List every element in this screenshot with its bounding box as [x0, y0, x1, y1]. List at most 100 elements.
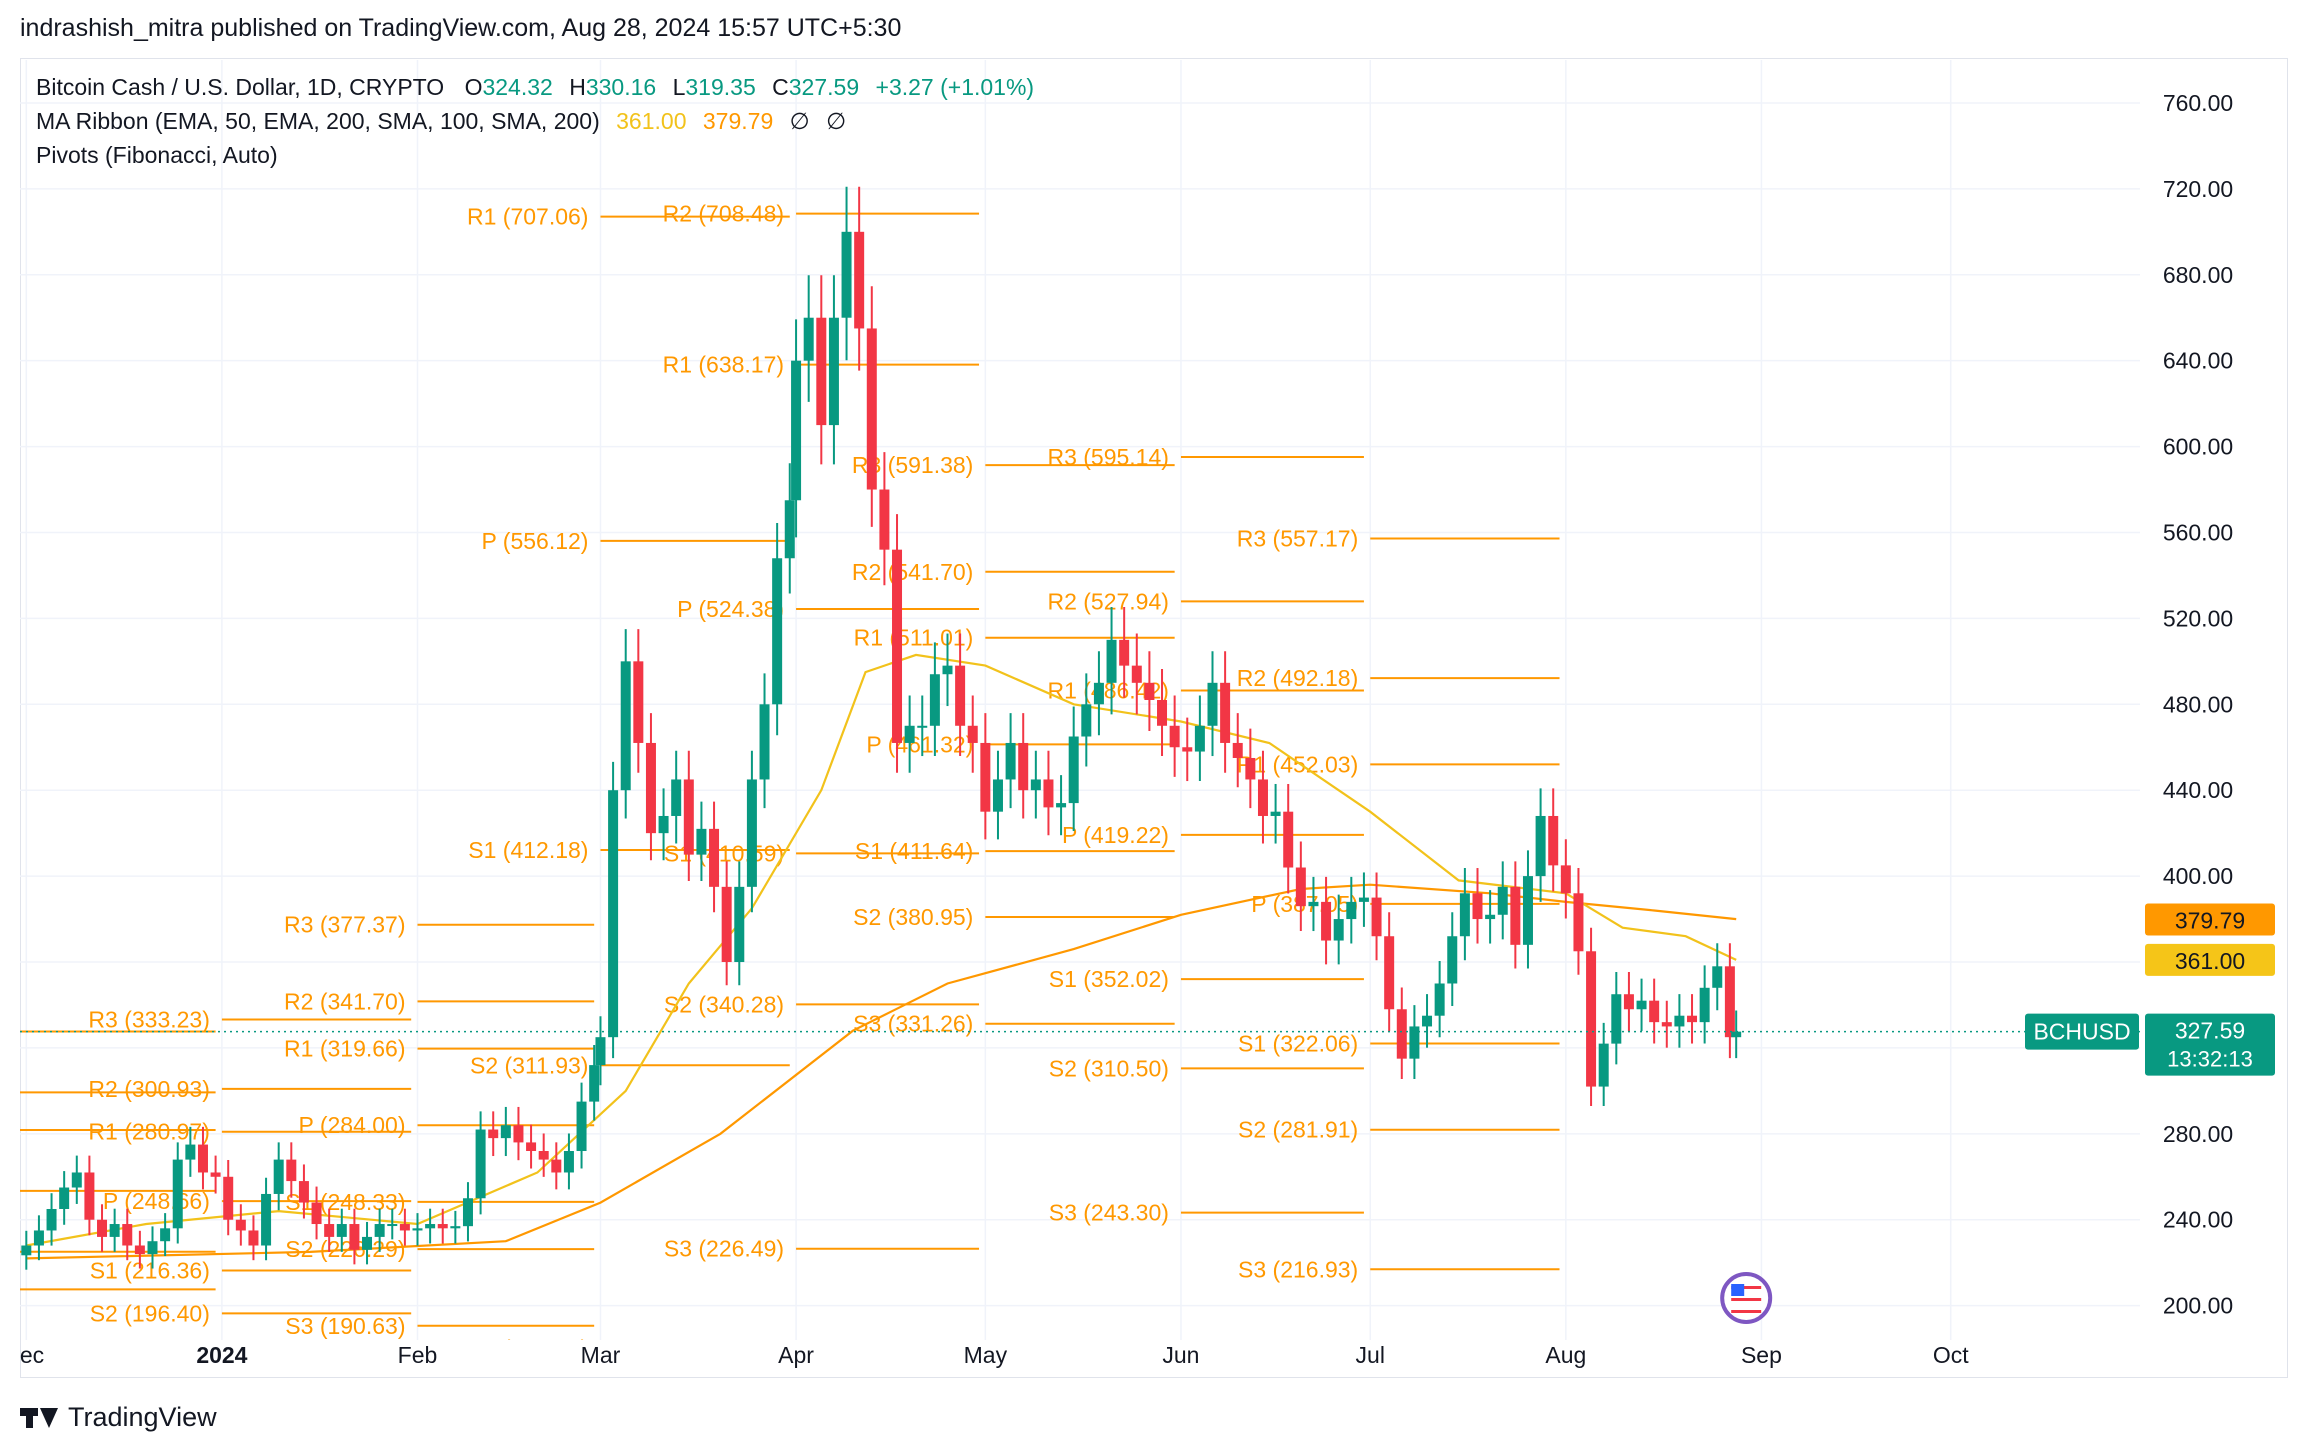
price-tag-0[interactable] — [2145, 1013, 2275, 1076]
candle-body — [122, 1224, 133, 1246]
legend-ema200-value: 379.79 — [702, 108, 774, 134]
candle-body — [1396, 1009, 1407, 1059]
price-tag-2[interactable] — [2145, 943, 2275, 976]
pivot-level-label: S2 (340.28) — [664, 991, 784, 1017]
candle-body — [437, 1224, 448, 1229]
pivot-level-label: R3 (595.14) — [1047, 444, 1168, 470]
chart-frame[interactable] — [20, 58, 2288, 1378]
candle-body — [645, 742, 656, 834]
candle-body — [1699, 987, 1710, 1023]
candle-body — [658, 815, 669, 834]
candle-body — [841, 231, 852, 318]
candle-body — [475, 1129, 486, 1199]
candle-body — [425, 1224, 436, 1229]
pivot-level-label: S3 (243.30) — [1049, 1200, 1169, 1226]
candle-body — [620, 661, 631, 791]
candle-body — [696, 828, 707, 855]
symbol-tag[interactable] — [2025, 1013, 2139, 1050]
candle-body — [1649, 1000, 1660, 1023]
price-tag-value: 327.59 — [2175, 1018, 2245, 1044]
candle-body — [563, 1151, 574, 1173]
candle-body — [784, 500, 795, 559]
pivot-level-label: S2 (207.60) — [0, 1276, 8, 1302]
candle-body — [172, 1159, 183, 1229]
candle-body — [71, 1172, 82, 1188]
pivot-level-label: S1 (322.06) — [1238, 1030, 1358, 1056]
pivot-level-label: R1 (707.06) — [467, 204, 588, 230]
pivot-level-label: P (461.32) — [866, 731, 973, 757]
pivot-level-label: S1 (410.59) — [664, 840, 784, 866]
candle-body — [608, 790, 619, 1038]
price-tag-1[interactable] — [2145, 903, 2275, 936]
pivot-level-label: R3 (557.17) — [1237, 526, 1358, 552]
candle-body — [1257, 779, 1268, 816]
legend-symbol-row[interactable]: Bitcoin Cash / U.S. Dollar, 1D, CRYPTO O… — [36, 70, 1044, 104]
candle-body — [1106, 639, 1117, 683]
candle-body — [967, 725, 978, 743]
candle-body — [273, 1159, 284, 1194]
y-tick-label: 640.00 — [2163, 348, 2233, 374]
pivot-level-label: R3 (327.63) — [0, 1019, 8, 1045]
pivot-level-label: R1 (280.97) — [88, 1119, 209, 1145]
candle-body — [324, 1224, 335, 1237]
footer-brand: TradingView — [68, 1402, 217, 1432]
symbol-tag-label: BCHUSD — [2033, 1019, 2130, 1045]
pivot-level-label: S1 (412.18) — [468, 837, 588, 863]
pivot-level-label: R2 (492.18) — [1237, 665, 1358, 691]
tradingview-logo[interactable]: TradingView — [20, 1402, 217, 1433]
candle-body — [374, 1224, 385, 1237]
pivot-level-label: S3 (216.93) — [1238, 1256, 1358, 1282]
candle-body — [488, 1129, 499, 1139]
candle-body — [917, 725, 928, 728]
candle-body — [992, 779, 1003, 812]
candle-body — [854, 231, 865, 329]
price-tag-countdown: 13:32:13 — [2167, 1047, 2253, 1072]
pivot-level-label: P (248.66) — [103, 1188, 210, 1214]
candle-body — [1068, 736, 1079, 804]
pivot-level-label: P (253.45) — [0, 1178, 8, 1204]
pivot-level-label: S1 (411.64) — [855, 838, 973, 864]
y-tick-label: 440.00 — [2163, 777, 2233, 803]
pivot-level-label: S2 (311.93) — [470, 1052, 588, 1078]
pivot-level-label: S2 (310.50) — [1049, 1055, 1169, 1081]
candle-body — [1724, 966, 1735, 1038]
legend-ema50-value: 361.00 — [616, 108, 687, 134]
pivot-level-label: S1 (225.11) — [0, 1239, 8, 1265]
pivot-level-label: S1 (216.36) — [90, 1258, 210, 1284]
candle-body — [286, 1159, 297, 1182]
pivot-level-label: R2 (708.48) — [663, 201, 784, 227]
x-tick-label: ec — [20, 1342, 44, 1368]
candle-body — [1573, 893, 1584, 952]
x-tick-label: Jun — [1162, 1342, 1199, 1368]
candle-body — [828, 317, 839, 426]
candle-body — [1333, 919, 1344, 941]
candle-body — [97, 1219, 108, 1237]
candle-body — [1485, 914, 1496, 920]
candle-body — [1346, 901, 1357, 920]
candle-body — [576, 1101, 587, 1152]
candle-body — [1131, 665, 1142, 683]
pivot-level-label: R1 (452.03) — [1237, 751, 1358, 777]
legend-low-label: L — [672, 74, 686, 100]
y-tick-label: 280.00 — [2163, 1121, 2233, 1147]
candle-body — [772, 558, 783, 705]
pivot-level-label: S2 (380.95) — [853, 904, 973, 930]
candle-body — [1358, 897, 1369, 902]
candle-body — [248, 1230, 259, 1246]
candle-body — [1510, 886, 1521, 945]
pivot-level-label: S3 (164.10) — [90, 1370, 210, 1396]
us-flag-stripe — [1731, 1310, 1762, 1313]
legend-pivots-row[interactable]: Pivots (Fibonacci, Auto) — [36, 138, 1044, 172]
legend-ma-row[interactable]: MA Ribbon (EMA, 50, EMA, 200, SMA, 100, … — [36, 104, 1044, 138]
y-tick-label: 200.00 — [2163, 1293, 2233, 1319]
legend-open-label: O — [464, 74, 483, 100]
candle-body — [1081, 704, 1092, 737]
y-tick-label: 600.00 — [2163, 434, 2233, 460]
candle-body — [1182, 747, 1193, 752]
x-tick-label: 2024 — [196, 1342, 247, 1368]
legend-low: 319.35 — [685, 74, 756, 100]
candle-body — [1232, 742, 1243, 758]
candle-body — [1623, 994, 1634, 1010]
tradingview-logo-icon — [20, 1406, 60, 1430]
